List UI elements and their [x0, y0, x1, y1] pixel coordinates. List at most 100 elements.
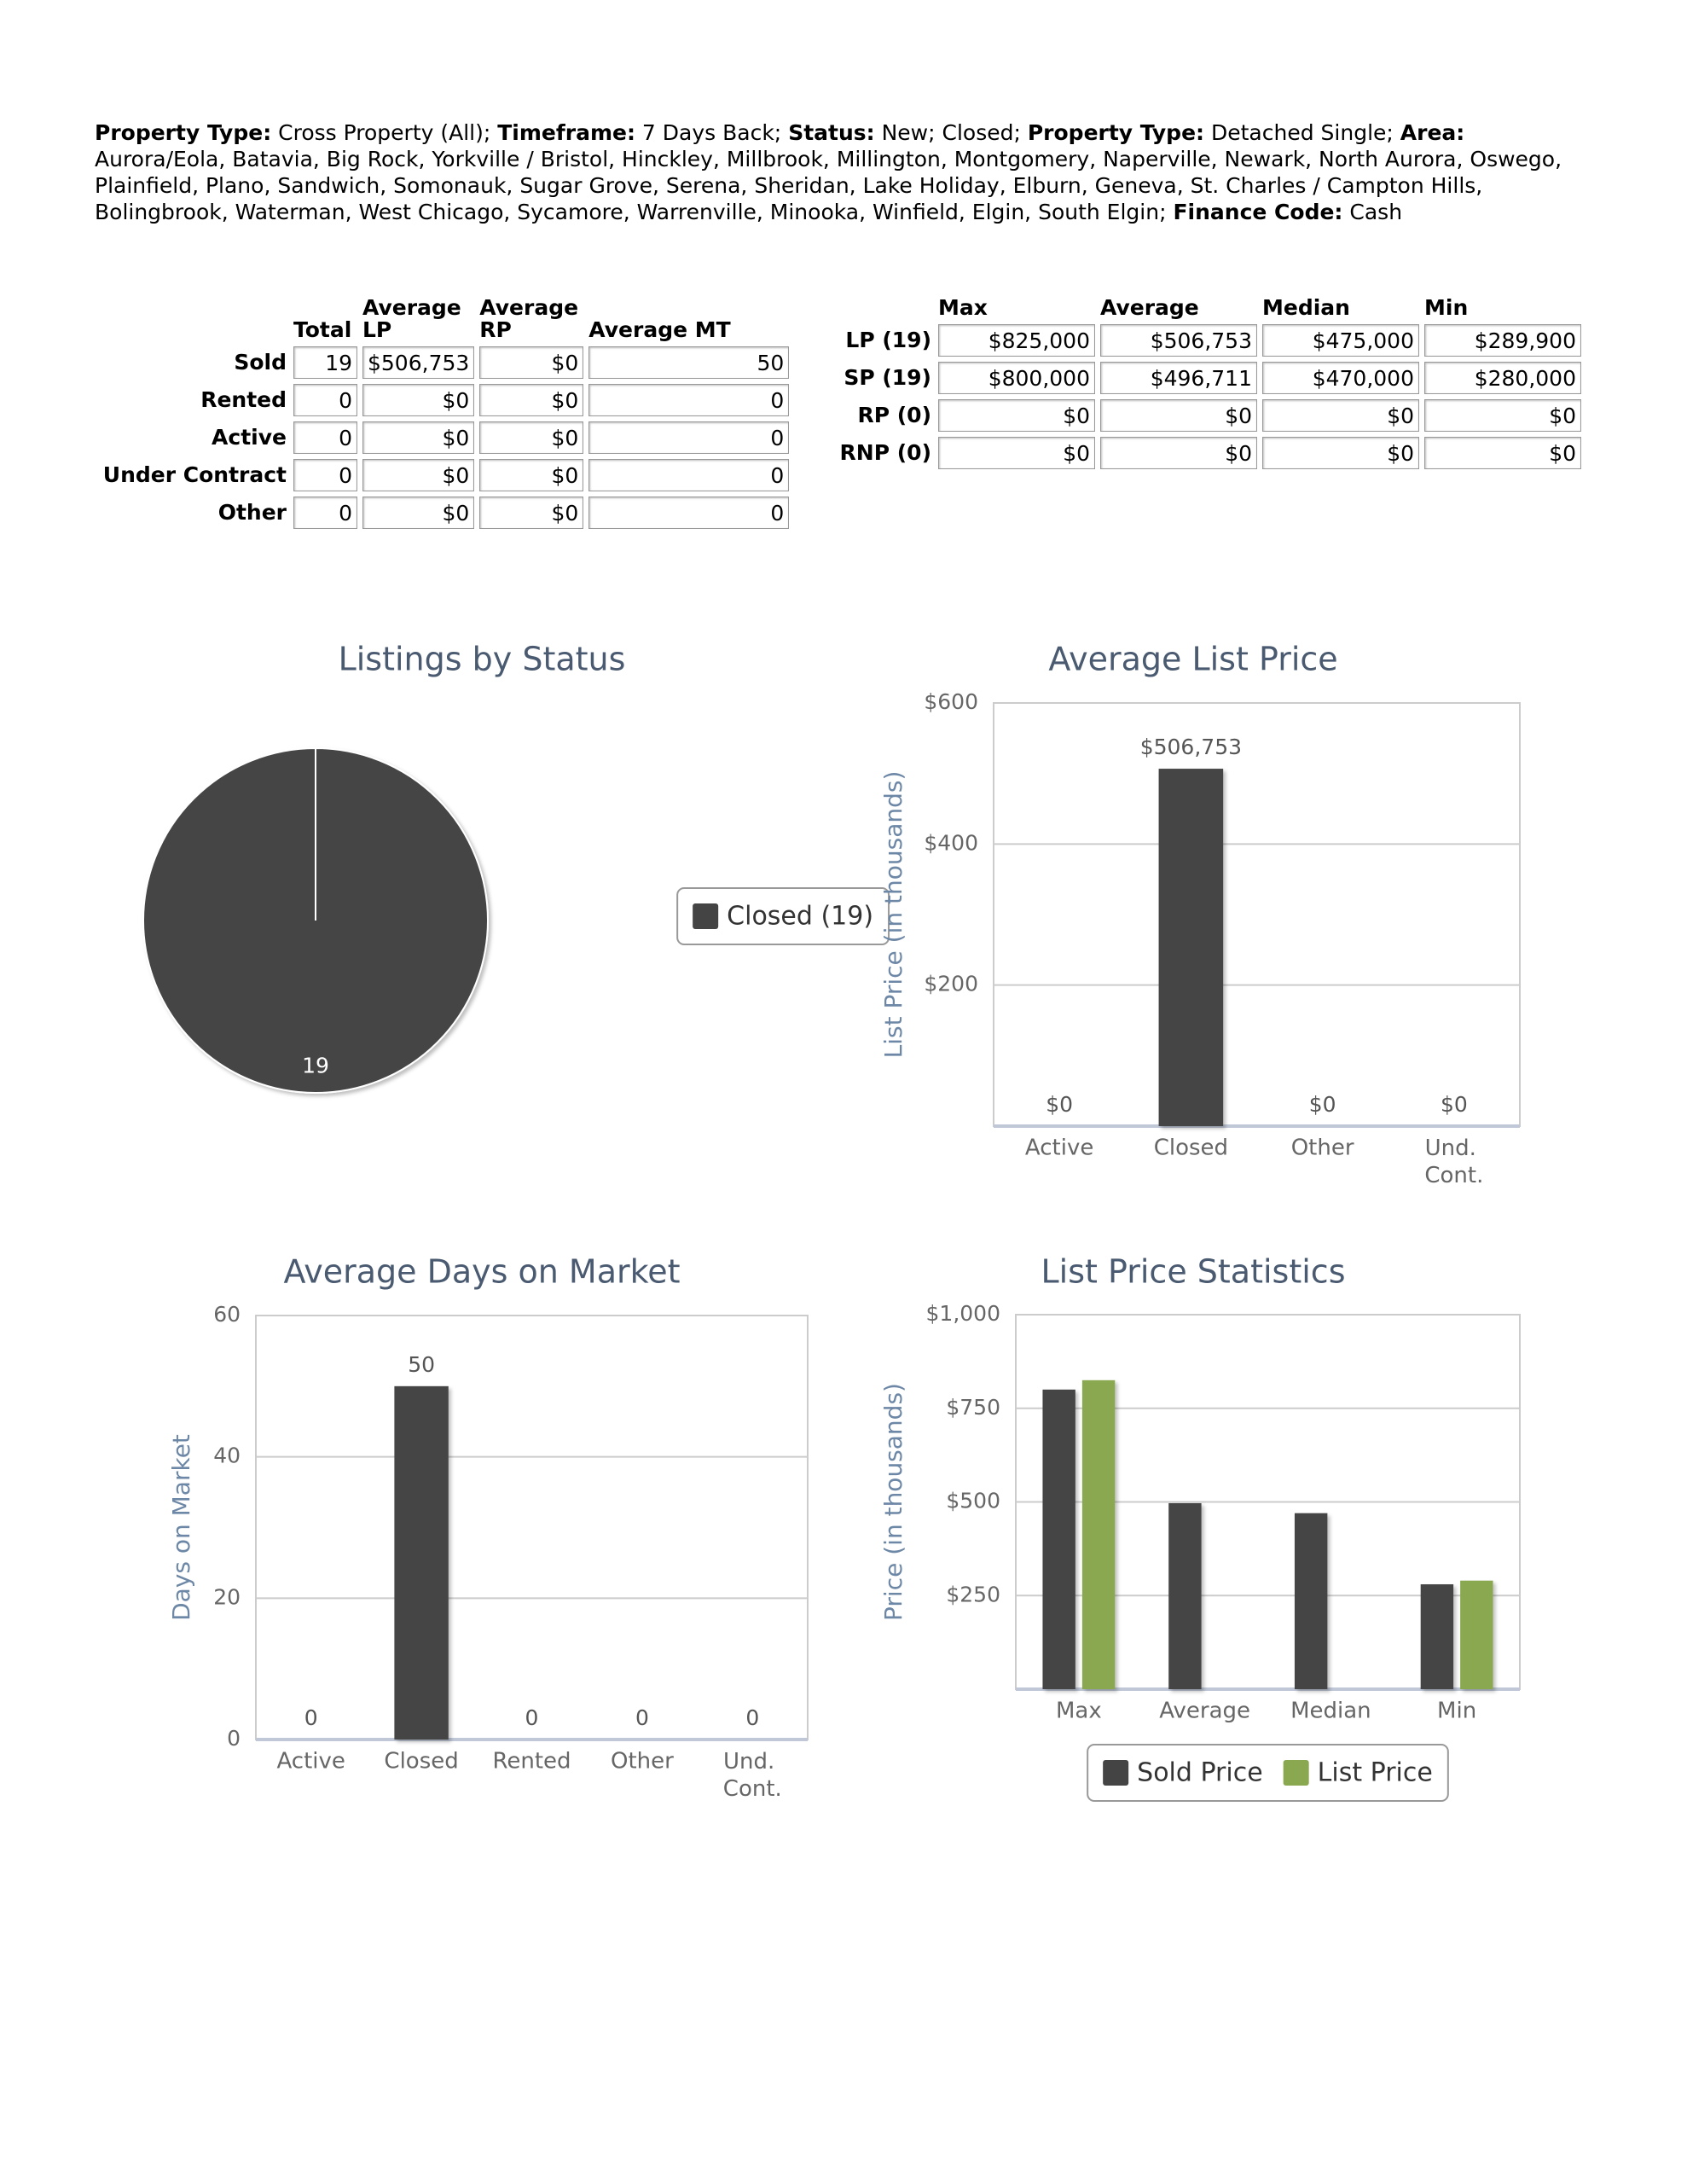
- filter-label: Property Type:: [1027, 120, 1205, 145]
- data-label: $0: [1309, 1092, 1336, 1117]
- y-tick-label: $500: [946, 1489, 1000, 1513]
- legend-label: Sold Price: [1137, 1758, 1263, 1788]
- table-row: Rented 0 $0 $0 0: [95, 384, 790, 416]
- filter-value: New; Closed;: [881, 120, 1021, 145]
- row-label: Under Contract: [102, 462, 287, 487]
- row-label: RP (0): [857, 403, 931, 427]
- legend-label: Closed (19): [727, 902, 873, 932]
- table-cell: $0: [938, 399, 1095, 432]
- filter-label: Area:: [1400, 120, 1465, 145]
- table-cell: 0: [293, 421, 357, 454]
- row-label: Sold: [234, 350, 287, 375]
- table-cell: $0: [1262, 437, 1419, 469]
- table-cell: $825,000: [938, 324, 1095, 357]
- table-row: SP (19) $800,000 $496,711 $470,000 $280,000: [829, 362, 1581, 394]
- y-axis-title: Days on Market: [167, 1434, 195, 1621]
- y-tick-label: $200: [924, 972, 978, 996]
- table-cell: $0: [362, 421, 475, 454]
- table-cell: $496,711: [1100, 362, 1257, 394]
- x-tick-label: Rented: [492, 1749, 571, 1774]
- x-tick-label: Other: [611, 1749, 674, 1774]
- table-cell: 0: [588, 421, 790, 454]
- table-row: LP (19) $825,000 $506,753 $475,000 $289,900: [829, 324, 1581, 357]
- x-tick-label: Und. Cont.: [1424, 1136, 1483, 1188]
- x-tick-label: Und. Cont.: [723, 1749, 782, 1802]
- filter-summary: Property Type: Cross Property (All); Tim…: [95, 119, 1587, 225]
- row-label: Active: [212, 425, 287, 450]
- y-tick-label: $600: [924, 689, 978, 714]
- table-cell: $506,753: [1100, 324, 1257, 357]
- x-tick-label: Min: [1437, 1699, 1476, 1724]
- filter-value: 7 Days Back;: [641, 120, 782, 145]
- legend-swatch: [1103, 1760, 1129, 1786]
- column-header: Average: [1100, 295, 1199, 320]
- x-tick-label: Median: [1290, 1699, 1371, 1724]
- data-label: 0: [304, 1705, 318, 1730]
- x-tick-label: Other: [1291, 1136, 1354, 1161]
- plot-frame: [993, 702, 1521, 1127]
- table-cell: $0: [362, 497, 475, 529]
- data-label: 0: [745, 1705, 759, 1730]
- table-cell: $800,000: [938, 362, 1095, 394]
- y-tick-label: 20: [213, 1584, 241, 1609]
- filter-value: Aurora/Eola, Batavia, Big Rock, Yorkvill…: [95, 147, 1562, 224]
- bar: [1042, 1389, 1075, 1689]
- y-tick-label: 0: [227, 1726, 241, 1751]
- column-header: Average LP: [362, 295, 461, 342]
- y-axis-title: List Price (in thousands): [879, 771, 907, 1059]
- bar: [1420, 1584, 1454, 1689]
- table-cell: $0: [1424, 399, 1581, 432]
- x-tick-label: Average: [1159, 1699, 1250, 1724]
- data-label: $0: [1441, 1092, 1468, 1117]
- table-cell: 0: [588, 459, 790, 491]
- chart-title: Average Days on Market: [283, 1253, 680, 1291]
- chart-title: Listings by Status: [339, 641, 626, 678]
- bar: [1294, 1513, 1328, 1689]
- table-cell: 50: [588, 346, 790, 379]
- pie-slice: [142, 746, 489, 1095]
- header-row: Total Average LP Average RP Average MT: [95, 297, 789, 341]
- data-label: $506,753: [1140, 735, 1242, 759]
- x-tick-label: Max: [1056, 1699, 1102, 1724]
- legend-label: List Price: [1318, 1758, 1433, 1788]
- table-cell: $0: [1100, 437, 1257, 469]
- column-header: Min: [1424, 295, 1469, 320]
- row-label: SP (19): [844, 365, 931, 390]
- table-cell: 0: [293, 384, 357, 416]
- table-row: Sold 19 $506,753 $0 50: [95, 346, 790, 379]
- table-cell: $0: [1100, 399, 1257, 432]
- data-label: 0: [635, 1705, 649, 1730]
- table-cell: 0: [588, 384, 790, 416]
- filter-value: Cross Property (All);: [278, 120, 491, 145]
- row-label: LP (19): [845, 328, 931, 352]
- table-cell: 0: [293, 497, 357, 529]
- legend-swatch: [693, 903, 719, 929]
- x-tick-label: Closed: [384, 1749, 458, 1774]
- filter-value: Detached Single;: [1211, 120, 1394, 145]
- data-label: 19: [302, 1054, 329, 1078]
- filter-label: Finance Code:: [1173, 200, 1343, 224]
- y-tick-label: $1,000: [926, 1301, 1000, 1326]
- x-tick-label: Active: [276, 1749, 345, 1774]
- table-row: Other 0 $0 $0 0: [95, 497, 790, 529]
- filter-value: Cash: [1349, 200, 1403, 224]
- bar: [1168, 1502, 1202, 1689]
- table-cell: $0: [938, 437, 1095, 469]
- filter-label: Status:: [788, 120, 875, 145]
- x-tick-label: Active: [1025, 1136, 1093, 1161]
- table-cell: 0: [293, 459, 357, 491]
- table-cell: $0: [479, 384, 584, 416]
- table-row: Active 0 $0 $0 0: [95, 421, 790, 454]
- data-label: 50: [408, 1352, 435, 1377]
- table-cell: 0: [588, 497, 790, 529]
- bar: [394, 1385, 449, 1740]
- table-cell: $0: [479, 459, 584, 491]
- row-label: Rented: [200, 387, 287, 412]
- chart-title: Average List Price: [1048, 641, 1337, 678]
- table-cell: $0: [479, 421, 584, 454]
- bar: [1158, 769, 1224, 1126]
- bar: [1460, 1580, 1493, 1689]
- y-tick-label: $400: [924, 830, 978, 855]
- column-header: Max: [938, 295, 988, 320]
